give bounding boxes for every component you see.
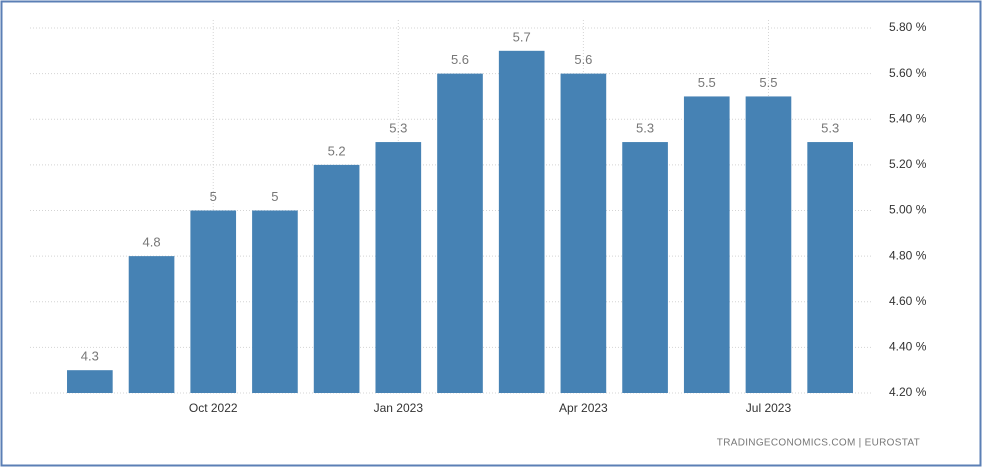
value-label: 4.3 (81, 349, 99, 364)
bar (313, 164, 360, 393)
x-tick-label: Jan 2023 (374, 401, 424, 415)
value-label: 5 (271, 189, 278, 204)
y-tick-label: 5.60 % (889, 66, 927, 80)
bar (560, 73, 607, 393)
value-label: 5.2 (328, 143, 346, 158)
x-tick-label: Jul 2023 (746, 401, 792, 415)
value-label: 5.5 (698, 75, 716, 90)
value-label: 5.6 (451, 52, 469, 67)
x-tick-label: Oct 2022 (189, 401, 238, 415)
y-tick-label: 5.80 % (889, 20, 927, 34)
value-label: 5.6 (574, 52, 592, 67)
bar (128, 256, 175, 393)
bar (375, 142, 422, 393)
y-tick-label: 5.20 % (889, 157, 927, 171)
value-label: 5 (210, 189, 217, 204)
bar (498, 50, 545, 393)
bar (67, 370, 113, 393)
y-tick-label: 5.00 % (889, 203, 927, 217)
source: TRADINGECONOMICS.COM | EUROSTAT (717, 438, 920, 449)
bar (437, 73, 483, 393)
value-label: 5.3 (389, 121, 407, 136)
y-tick-label: 5.40 % (889, 111, 927, 125)
bar (190, 210, 237, 393)
value-label: 5.3 (821, 121, 839, 136)
bar (683, 96, 730, 393)
y-tick-label: 4.20 % (889, 385, 927, 399)
y-tick-label: 4.60 % (889, 294, 927, 308)
value-label: 5.7 (513, 29, 531, 44)
y-tick-label: 4.40 % (889, 340, 927, 354)
bar (807, 142, 853, 393)
value-label: 4.8 (142, 235, 160, 250)
bar (622, 142, 668, 393)
bar (745, 96, 792, 393)
value-label: 5.5 (759, 75, 777, 90)
value-label: 5.3 (636, 121, 654, 136)
x-tick-label: Apr 2023 (559, 401, 608, 415)
bar (252, 210, 298, 393)
y-tick-label: 4.80 % (889, 248, 927, 262)
